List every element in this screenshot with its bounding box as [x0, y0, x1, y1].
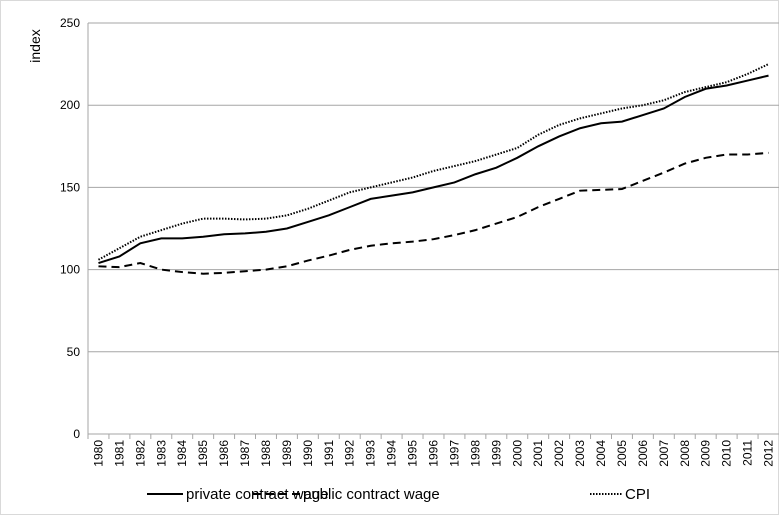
series-line [98, 74, 769, 264]
x-tick-label: 1993 [364, 440, 378, 467]
x-tick-label: 2007 [657, 440, 671, 467]
x-tick-label: 1988 [259, 440, 273, 467]
x-tick-label: 2001 [531, 440, 545, 467]
x-tick-label: 2011 [741, 440, 755, 466]
series-line [98, 151, 769, 275]
x-tick-label: 2009 [699, 440, 713, 467]
x-tick-label: 1989 [280, 440, 294, 467]
x-tick-label: 2004 [594, 440, 608, 467]
y-tick-label: 200 [60, 98, 80, 112]
x-tick-label: 2012 [762, 440, 776, 467]
y-axis-title: index [27, 29, 43, 62]
x-tick-label: 2008 [678, 440, 692, 467]
x-tick-label: 2000 [510, 440, 524, 467]
y-tick-label: 50 [67, 345, 81, 359]
x-tick-label: 1982 [133, 440, 147, 467]
x-tick-label: 1980 [91, 440, 105, 467]
x-tick-label: 1986 [217, 440, 231, 467]
x-tick-label: 1984 [175, 440, 189, 467]
x-tick-label: 1997 [447, 440, 461, 467]
legend-label: public contract wage [303, 486, 440, 503]
x-tick-label: 2002 [552, 440, 566, 467]
x-tick-label: 1983 [154, 440, 168, 467]
x-tick-label: 2003 [573, 440, 587, 467]
series-line [97, 63, 769, 261]
x-tick-label: 1999 [489, 440, 503, 467]
x-tick-label: 1985 [196, 440, 210, 467]
x-tick-label: 1996 [427, 440, 441, 467]
legend-label: CPI [625, 486, 650, 503]
x-tick-label: 2005 [615, 440, 629, 467]
x-tick-label: 1994 [385, 440, 399, 467]
x-tick-label: 1992 [343, 440, 357, 467]
x-tick-label: 1998 [468, 440, 482, 467]
x-tick-label: 1990 [301, 440, 315, 467]
x-tick-label: 1987 [238, 440, 252, 467]
x-tick-label: 1991 [322, 440, 336, 467]
x-tick-label: 1981 [112, 440, 126, 467]
y-tick-label: 100 [60, 263, 80, 277]
y-tick-label: 250 [60, 16, 80, 30]
y-tick-label: 0 [73, 427, 80, 441]
x-tick-label: 1995 [406, 440, 420, 467]
y-tick-label: 150 [60, 180, 80, 194]
x-tick-label: 2010 [720, 440, 734, 467]
x-tick-label: 2006 [636, 440, 650, 467]
